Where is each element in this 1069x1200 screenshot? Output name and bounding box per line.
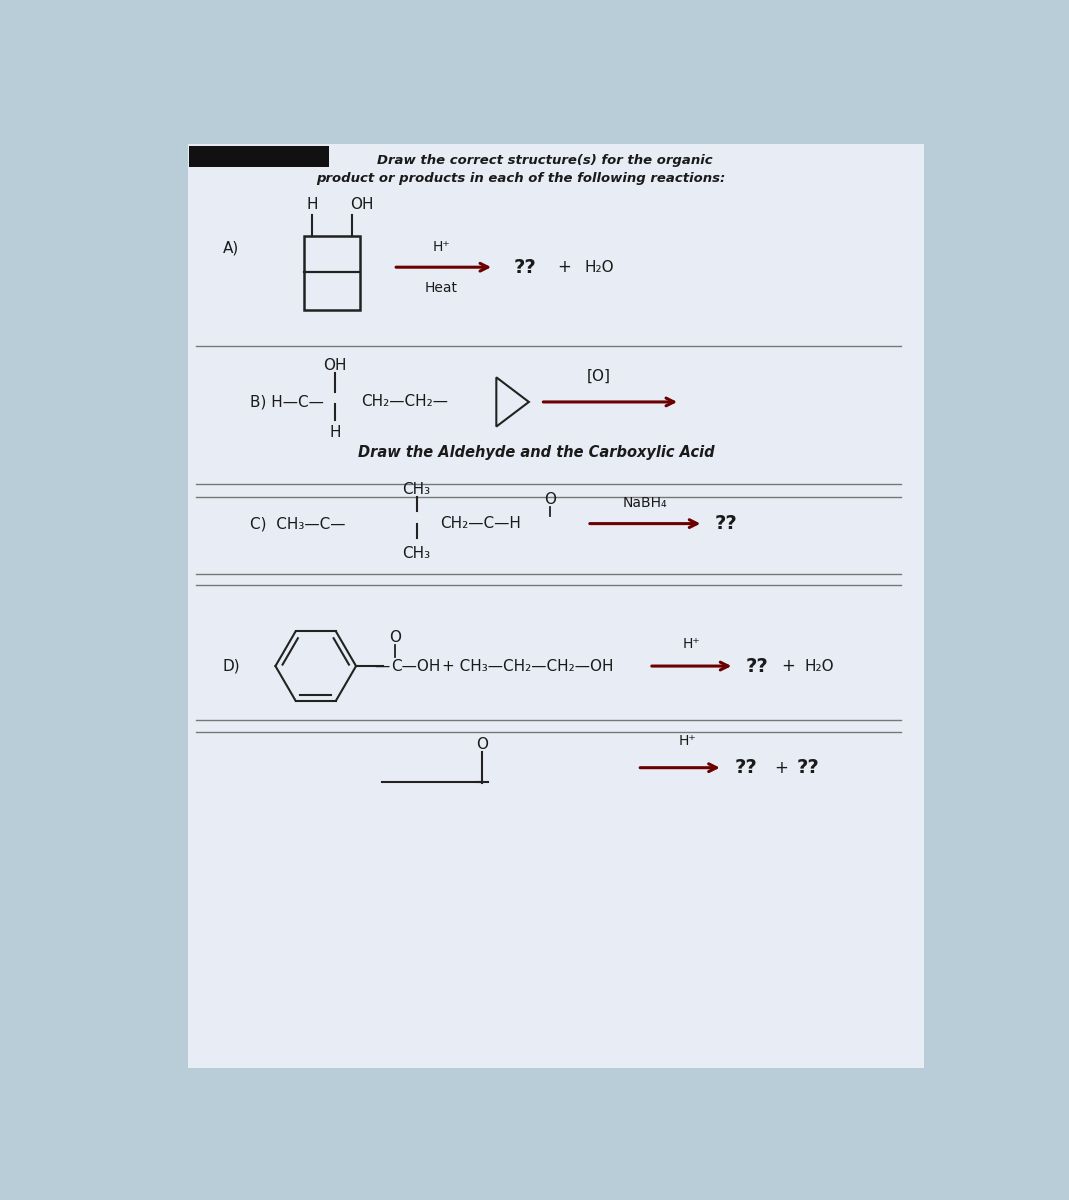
Text: H⁺: H⁺: [679, 734, 697, 749]
Text: B) H—C—: B) H—C—: [250, 395, 324, 409]
Text: D): D): [222, 659, 241, 673]
Text: ??: ??: [715, 514, 738, 533]
Text: CH₃: CH₃: [402, 481, 431, 497]
Text: CH₂—CH₂—: CH₂—CH₂—: [360, 395, 448, 409]
Text: O: O: [477, 737, 489, 752]
Bar: [189, 145, 329, 167]
Text: Heat: Heat: [424, 281, 458, 295]
Text: H₂O: H₂O: [804, 659, 834, 673]
Bar: [188, 144, 924, 1068]
Text: C)  CH₃—C—: C) CH₃—C—: [250, 516, 345, 532]
Text: [O]: [O]: [587, 370, 610, 384]
Text: CH₂—C—H: CH₂—C—H: [439, 516, 521, 532]
Text: —: —: [374, 659, 389, 673]
Text: OH: OH: [324, 359, 346, 373]
Text: H⁺: H⁺: [683, 637, 700, 650]
Text: Draw the Aldehyde and the Carboxylic Acid: Draw the Aldehyde and the Carboxylic Aci…: [358, 444, 715, 460]
Text: + CH₃—CH₂—CH₂—OH: + CH₃—CH₂—CH₂—OH: [443, 659, 614, 673]
Text: H: H: [306, 197, 317, 211]
Text: C—OH: C—OH: [391, 659, 440, 673]
Text: ??: ??: [746, 656, 769, 676]
Text: +: +: [781, 658, 795, 676]
Text: ??: ??: [734, 758, 757, 778]
Text: NaBH₄: NaBH₄: [623, 496, 667, 510]
Text: Draw the correct structure(s) for the organic: Draw the correct structure(s) for the or…: [376, 155, 712, 168]
Text: CH₃: CH₃: [402, 546, 431, 560]
Text: product or products in each of the following reactions:: product or products in each of the follo…: [316, 172, 726, 185]
Text: H₂O: H₂O: [585, 259, 615, 275]
Text: O: O: [389, 630, 401, 644]
Text: H: H: [329, 425, 341, 440]
Text: ??: ??: [513, 258, 537, 277]
Text: OH: OH: [350, 197, 373, 211]
Bar: [304, 236, 360, 310]
Text: ??: ??: [796, 758, 819, 778]
Text: +: +: [774, 758, 788, 776]
Text: +: +: [557, 258, 571, 276]
Text: O: O: [544, 492, 556, 508]
Text: A): A): [222, 240, 239, 256]
Text: H⁺: H⁺: [433, 240, 450, 254]
